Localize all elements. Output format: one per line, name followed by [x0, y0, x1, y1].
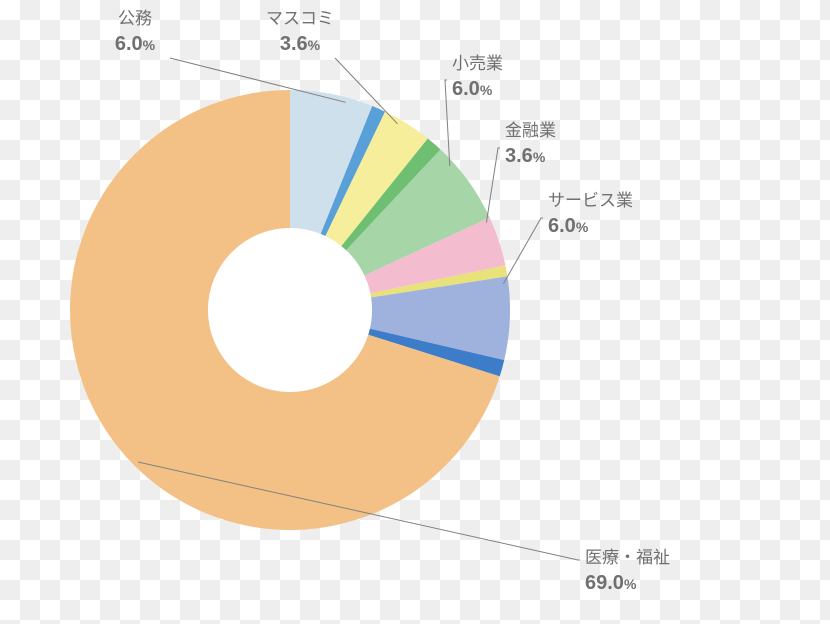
leader-retail	[445, 80, 450, 166]
label-text-public: 公務	[115, 8, 155, 31]
label-text-retail: 小売業	[452, 53, 503, 76]
leader-finance	[486, 148, 500, 223]
label-text-service: サービス業	[548, 190, 633, 213]
label-media: マスコミ3.6%	[266, 8, 334, 58]
label-text-finance: 金融業	[505, 120, 556, 143]
label-finance: 金融業3.6%	[505, 120, 556, 170]
label-text-medical: 医療・福祉	[585, 547, 670, 570]
leader-service	[503, 218, 543, 284]
label-medical: 医療・福祉69.0%	[585, 547, 670, 597]
chart-stage: 公務6.0%マスコミ3.6%小売業6.0%金融業3.6%サービス業6.0%医療・…	[0, 0, 830, 624]
label-value-retail: 6.0%	[452, 76, 503, 103]
label-service: サービス業6.0%	[548, 190, 633, 240]
label-value-finance: 3.6%	[505, 143, 556, 170]
label-value-media: 3.6%	[266, 31, 334, 58]
label-value-service: 6.0%	[548, 213, 633, 240]
label-value-medical: 69.0%	[585, 570, 670, 597]
donut-chart	[0, 0, 830, 624]
donut-hole	[208, 228, 372, 392]
label-text-media: マスコミ	[266, 8, 334, 31]
label-public: 公務6.0%	[115, 8, 155, 58]
label-retail: 小売業6.0%	[452, 53, 503, 103]
label-value-public: 6.0%	[115, 31, 155, 58]
